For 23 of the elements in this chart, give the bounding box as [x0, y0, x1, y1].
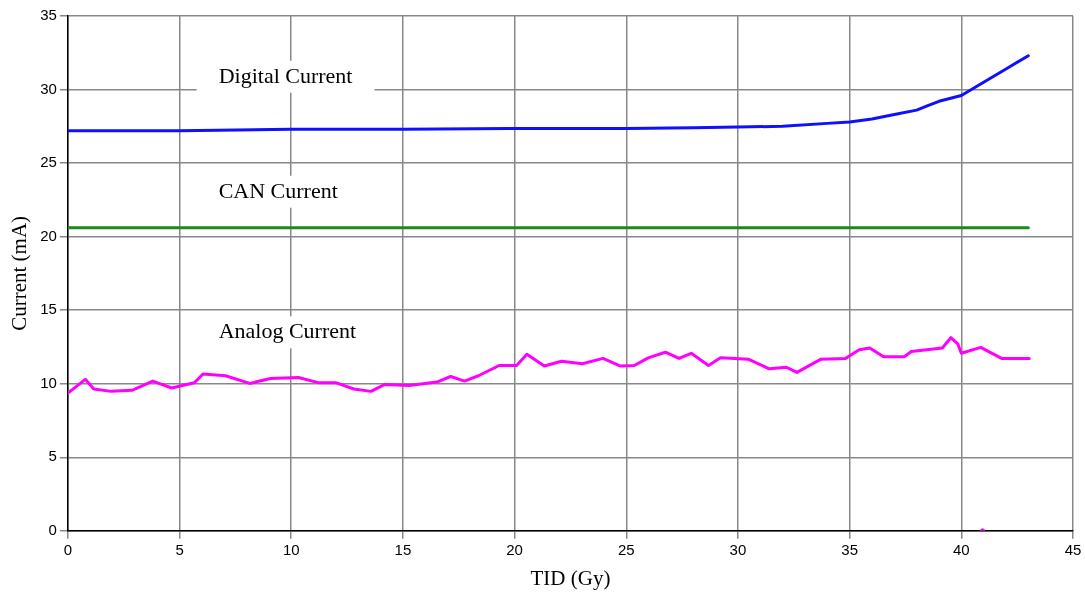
x-tick-label: 0: [63, 540, 73, 558]
y-axis-title: Current (mA): [7, 215, 32, 331]
y-tick-label: 5: [48, 447, 57, 465]
y-tick-label: 30: [40, 79, 57, 97]
y-tick-label: 15: [40, 300, 57, 318]
x-tick-label: 5: [175, 540, 184, 558]
x-tick-label: 20: [506, 540, 523, 558]
series-label: Digital Current: [218, 62, 353, 88]
y-tick-label: 10: [40, 373, 57, 391]
x-tick-label: 15: [394, 540, 412, 558]
x-tick-label: 35: [841, 540, 858, 558]
x-tick-label: 25: [617, 540, 635, 558]
x-tick-label: 10: [282, 540, 300, 558]
x-axis-title: TID (Gy): [530, 565, 611, 590]
y-tick-label: 25: [40, 153, 57, 171]
x-tick-label: 30: [729, 540, 747, 558]
y-tick-label: 20: [40, 226, 57, 244]
x-tick-label: 45: [1064, 540, 1082, 558]
x-tick-label: 40: [952, 540, 970, 558]
series-label: CAN Current: [218, 177, 338, 203]
y-tick-label: 35: [40, 6, 57, 24]
y-tick-label: 0: [48, 520, 57, 538]
series-label: Analog Current: [218, 318, 357, 344]
